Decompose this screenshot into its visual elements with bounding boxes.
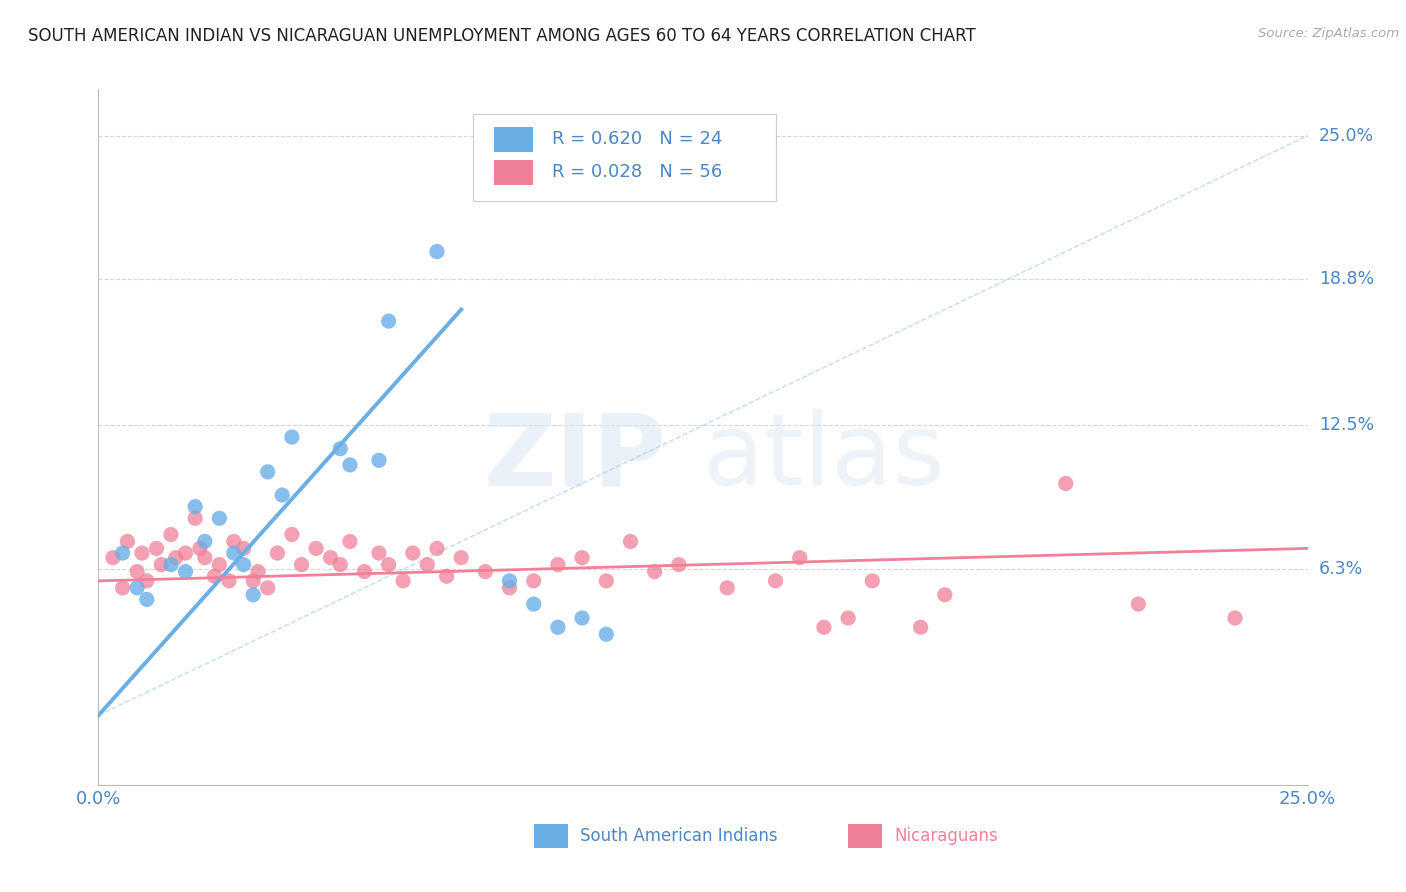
Point xyxy=(160,527,183,541)
Point xyxy=(127,565,149,579)
Point xyxy=(218,574,240,588)
Point xyxy=(204,569,226,583)
Point xyxy=(339,458,361,472)
Point xyxy=(547,558,569,572)
Text: R = 0.620   N = 24: R = 0.620 N = 24 xyxy=(551,130,723,148)
Point xyxy=(232,541,254,556)
Point xyxy=(668,558,690,572)
Point xyxy=(716,581,738,595)
Point xyxy=(208,511,231,525)
Point xyxy=(208,558,231,572)
Point xyxy=(305,541,328,556)
Point xyxy=(436,569,458,583)
Point xyxy=(1054,476,1077,491)
Point xyxy=(127,581,149,595)
FancyBboxPatch shape xyxy=(848,824,882,847)
Point xyxy=(266,546,288,560)
Point xyxy=(290,558,312,572)
Point xyxy=(242,574,264,588)
Point xyxy=(426,244,449,259)
Point xyxy=(571,611,593,625)
Point xyxy=(377,558,399,572)
Point xyxy=(145,541,167,556)
Point xyxy=(232,558,254,572)
Point xyxy=(174,565,197,579)
Point xyxy=(117,534,139,549)
Point xyxy=(174,546,197,560)
Point xyxy=(111,581,134,595)
Text: Nicaraguans: Nicaraguans xyxy=(894,827,998,845)
Text: ZIP: ZIP xyxy=(484,409,666,507)
Point xyxy=(101,550,124,565)
Point xyxy=(329,442,352,456)
FancyBboxPatch shape xyxy=(534,824,568,847)
Point xyxy=(194,534,217,549)
Point xyxy=(619,534,641,549)
Point xyxy=(595,627,617,641)
Point xyxy=(135,592,157,607)
FancyBboxPatch shape xyxy=(494,161,533,185)
Text: R = 0.028   N = 56: R = 0.028 N = 56 xyxy=(551,163,723,181)
Point xyxy=(188,541,211,556)
Text: 25.0%: 25.0% xyxy=(1319,127,1374,145)
FancyBboxPatch shape xyxy=(474,113,776,201)
Point xyxy=(392,574,415,588)
Point xyxy=(368,453,391,467)
Point xyxy=(165,550,187,565)
Point xyxy=(426,541,449,556)
Point xyxy=(644,565,666,579)
Point xyxy=(329,558,352,572)
Point xyxy=(571,550,593,565)
Point xyxy=(150,558,173,572)
Point xyxy=(377,314,399,328)
Point xyxy=(1223,611,1246,625)
Point xyxy=(256,465,278,479)
Point xyxy=(789,550,811,565)
Point xyxy=(256,581,278,595)
Point xyxy=(368,546,391,560)
Text: South American Indians: South American Indians xyxy=(579,827,778,845)
Point xyxy=(135,574,157,588)
Point xyxy=(319,550,342,565)
Point xyxy=(184,500,207,514)
Point xyxy=(222,546,245,560)
Point xyxy=(242,588,264,602)
Point xyxy=(247,565,270,579)
Point xyxy=(547,620,569,634)
Point xyxy=(934,588,956,602)
FancyBboxPatch shape xyxy=(494,128,533,152)
Point xyxy=(523,597,546,611)
Text: 12.5%: 12.5% xyxy=(1319,417,1374,434)
Point xyxy=(194,550,217,565)
Point xyxy=(860,574,883,588)
Point xyxy=(222,534,245,549)
Point xyxy=(281,527,304,541)
Text: Source: ZipAtlas.com: Source: ZipAtlas.com xyxy=(1258,27,1399,40)
Point xyxy=(131,546,153,560)
Point xyxy=(595,574,617,588)
Text: atlas: atlas xyxy=(703,409,945,507)
Point xyxy=(271,488,294,502)
Point xyxy=(281,430,304,444)
Point xyxy=(160,558,183,572)
Point xyxy=(339,534,361,549)
Point xyxy=(353,565,375,579)
Point xyxy=(416,558,439,572)
Point xyxy=(450,550,472,565)
Point xyxy=(765,574,787,588)
Point xyxy=(523,574,546,588)
Point xyxy=(402,546,425,560)
Point xyxy=(498,574,520,588)
Point xyxy=(910,620,932,634)
Point xyxy=(813,620,835,634)
Point xyxy=(474,565,496,579)
Text: 6.3%: 6.3% xyxy=(1319,560,1362,578)
Point xyxy=(837,611,859,625)
Point xyxy=(1128,597,1150,611)
Point xyxy=(184,511,207,525)
Point xyxy=(498,581,520,595)
Text: SOUTH AMERICAN INDIAN VS NICARAGUAN UNEMPLOYMENT AMONG AGES 60 TO 64 YEARS CORRE: SOUTH AMERICAN INDIAN VS NICARAGUAN UNEM… xyxy=(28,27,976,45)
Text: 18.8%: 18.8% xyxy=(1319,270,1374,288)
Point xyxy=(111,546,134,560)
